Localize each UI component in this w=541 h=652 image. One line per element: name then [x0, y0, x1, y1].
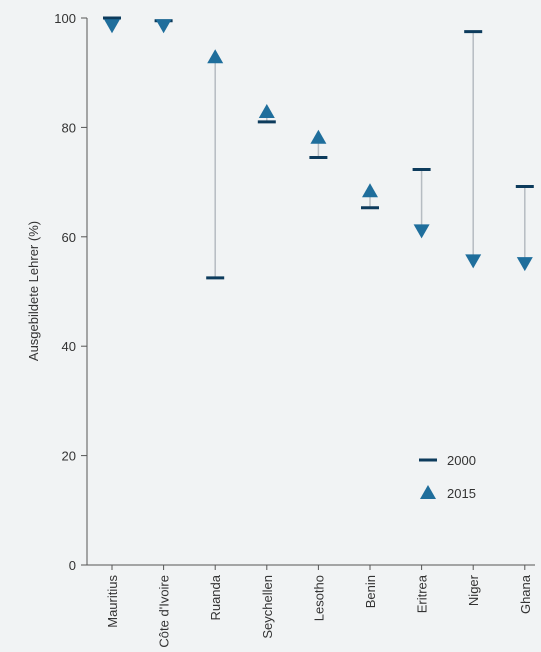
marker-2015: [155, 19, 172, 34]
marker-2015: [413, 224, 430, 239]
y-tick-label: 80: [62, 120, 76, 135]
marker-2015: [465, 254, 482, 269]
marker-2015: [207, 49, 224, 64]
legend: 2000 2015: [419, 453, 476, 501]
connectors: [111, 18, 526, 278]
y-tick-label: 100: [54, 11, 76, 26]
x-tick-label: Côte d'Ivoire: [157, 575, 172, 648]
x-tick-label: Seychellen: [260, 575, 275, 639]
y-axis-title: Ausgebildete Lehrer (%): [26, 221, 41, 361]
x-tick-label: Ruanda: [208, 574, 223, 620]
marker-2015: [362, 183, 378, 198]
y-tick-label: 60: [62, 230, 76, 245]
y-tick-label: 40: [62, 339, 76, 354]
x-tick-label: Ghana: [518, 574, 533, 614]
legend-2000-label: 2000: [447, 453, 476, 468]
x-tick-label: Niger: [466, 574, 481, 606]
y-tick-label: 20: [62, 449, 76, 464]
legend-2015-label: 2015: [447, 486, 476, 501]
marker-2015: [258, 103, 275, 118]
marker-2015: [310, 129, 327, 144]
y-tick-label: 0: [69, 558, 76, 573]
data-marks: [103, 16, 534, 280]
x-tick-label: Benin: [363, 575, 378, 608]
marker-2015: [104, 19, 120, 34]
x-tick-label: Mauritius: [105, 575, 120, 628]
axes: 0 20 40 60 80 100: [54, 11, 535, 573]
x-tick-label: Lesotho: [311, 575, 326, 621]
legend-2015-marker: [420, 485, 436, 499]
marker-2015: [516, 257, 533, 272]
category-labels: Mauritius Côte d'Ivoire Ruanda Seychellen Le…: [105, 574, 533, 647]
x-tick-label: Eritrea: [415, 574, 430, 613]
